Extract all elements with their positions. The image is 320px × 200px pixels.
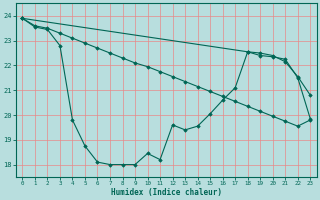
X-axis label: Humidex (Indice chaleur): Humidex (Indice chaleur) — [111, 188, 222, 197]
